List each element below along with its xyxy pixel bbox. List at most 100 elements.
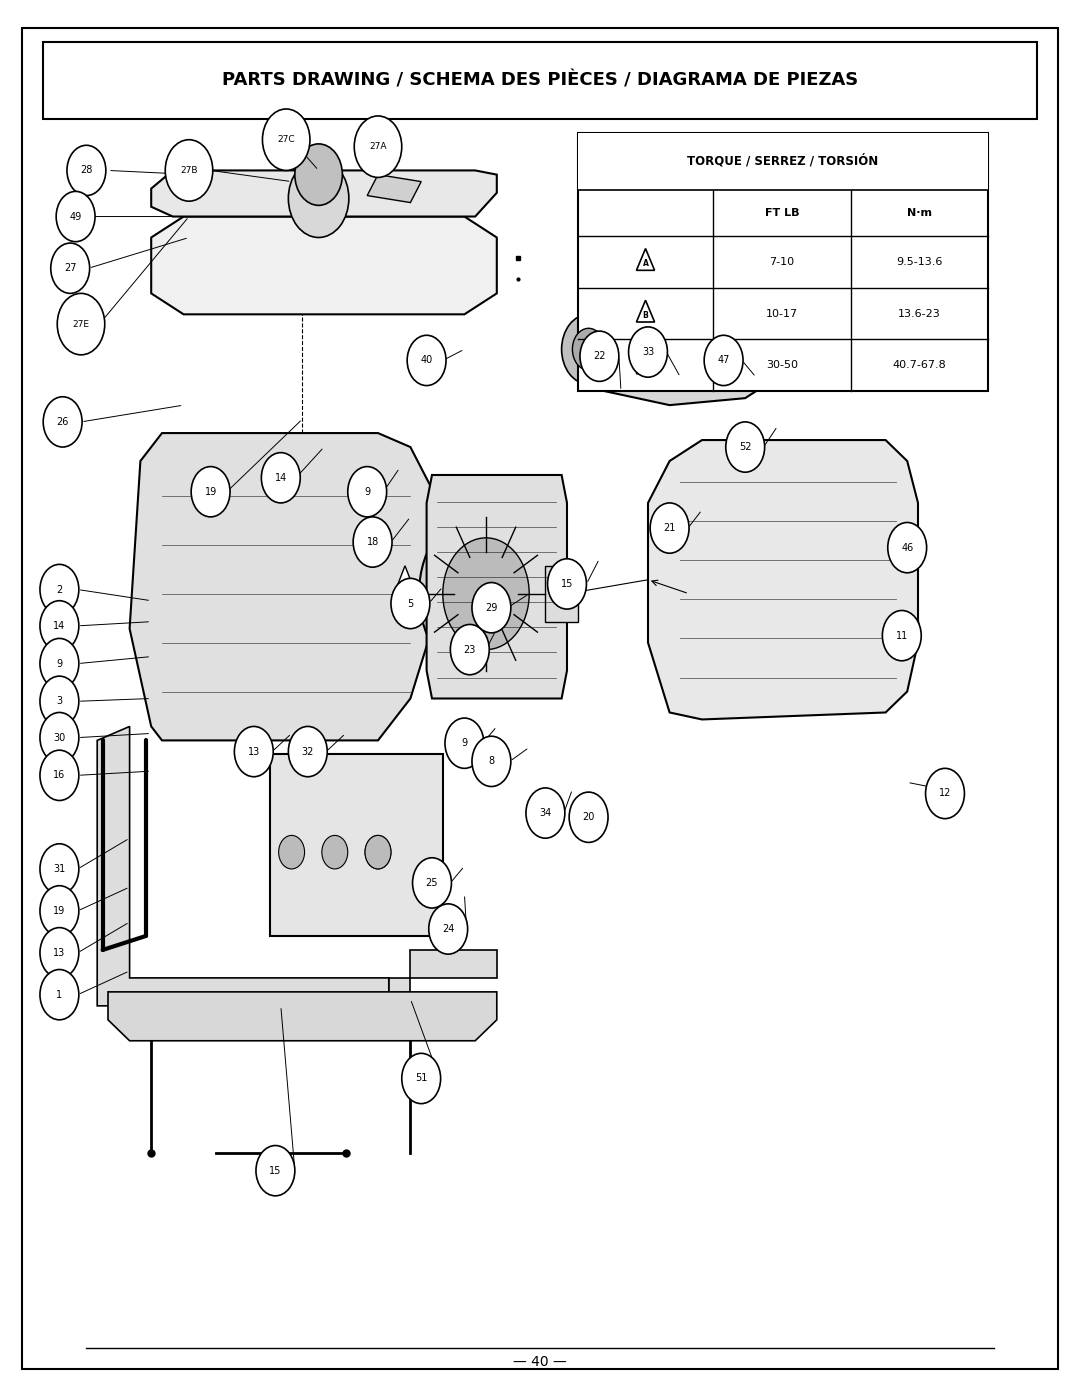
Text: 9: 9 [461, 738, 468, 749]
Polygon shape [894, 617, 916, 645]
Text: 19: 19 [53, 905, 66, 916]
Polygon shape [108, 992, 497, 1041]
Text: PARTS DRAWING / SCHEMA DES PIÈCES / DIAGRAMA DE PIEZAS: PARTS DRAWING / SCHEMA DES PIÈCES / DIAG… [221, 71, 859, 89]
Circle shape [650, 503, 689, 553]
Polygon shape [583, 300, 778, 405]
Text: 40.7-67.8: 40.7-67.8 [892, 360, 946, 370]
Circle shape [353, 517, 392, 567]
Circle shape [419, 507, 553, 680]
Circle shape [234, 726, 273, 777]
FancyBboxPatch shape [43, 42, 1037, 119]
Circle shape [365, 835, 391, 869]
Text: 32: 32 [301, 746, 314, 757]
Circle shape [882, 610, 921, 661]
Text: 21: 21 [663, 522, 676, 534]
Text: B: B [643, 310, 648, 320]
Text: 25: 25 [426, 877, 438, 888]
Text: 8: 8 [488, 756, 495, 767]
Circle shape [629, 327, 667, 377]
Circle shape [51, 243, 90, 293]
Circle shape [288, 159, 349, 237]
Text: 27E: 27E [72, 320, 90, 328]
Polygon shape [367, 175, 421, 203]
Polygon shape [636, 249, 654, 271]
Text: A: A [643, 258, 648, 268]
Circle shape [288, 726, 327, 777]
Text: 7-10: 7-10 [769, 257, 795, 267]
Circle shape [348, 467, 387, 517]
Text: 2: 2 [56, 584, 63, 595]
Text: 49: 49 [69, 211, 82, 222]
Text: 9: 9 [56, 658, 63, 669]
Text: 23: 23 [463, 644, 476, 655]
Bar [270, 754, 443, 936]
Text: 26: 26 [56, 416, 69, 427]
Circle shape [572, 328, 605, 370]
Polygon shape [648, 440, 918, 719]
Text: 15: 15 [269, 1165, 282, 1176]
Text: 27C: 27C [278, 136, 295, 144]
Text: 28: 28 [80, 165, 93, 176]
Polygon shape [636, 352, 654, 374]
Circle shape [256, 1146, 295, 1196]
Text: 3: 3 [56, 696, 63, 707]
Circle shape [429, 904, 468, 954]
Text: 24: 24 [442, 923, 455, 935]
Bar [545, 566, 578, 622]
Text: 16: 16 [53, 770, 66, 781]
Text: 13: 13 [247, 746, 260, 757]
Circle shape [40, 750, 79, 800]
Text: 5: 5 [407, 598, 414, 609]
Text: 31: 31 [53, 863, 66, 875]
Circle shape [322, 835, 348, 869]
Circle shape [443, 538, 529, 650]
Circle shape [262, 109, 310, 170]
Text: 30: 30 [53, 732, 66, 743]
Circle shape [450, 624, 489, 675]
Text: C: C [403, 581, 407, 587]
Circle shape [165, 140, 213, 201]
Text: TORQUE / SERREZ / TORSIÓN: TORQUE / SERREZ / TORSIÓN [687, 155, 879, 168]
Text: 14: 14 [53, 620, 66, 631]
Text: C: C [643, 362, 648, 372]
Text: 13.6-23: 13.6-23 [899, 309, 941, 319]
Text: 33: 33 [642, 346, 654, 358]
Text: 15: 15 [561, 578, 573, 590]
Text: 27: 27 [64, 263, 77, 274]
Text: 27A: 27A [369, 142, 387, 151]
Circle shape [472, 736, 511, 787]
Text: 34: 34 [539, 807, 552, 819]
Circle shape [391, 578, 430, 629]
Circle shape [407, 335, 446, 386]
Circle shape [56, 191, 95, 242]
Circle shape [569, 792, 608, 842]
Circle shape [926, 768, 964, 819]
Circle shape [562, 314, 616, 384]
Text: 13: 13 [53, 947, 66, 958]
Circle shape [295, 144, 342, 205]
Text: B: B [489, 759, 494, 764]
Circle shape [580, 331, 619, 381]
Circle shape [413, 858, 451, 908]
Circle shape [354, 116, 402, 177]
Circle shape [67, 145, 106, 196]
Circle shape [40, 638, 79, 689]
Circle shape [279, 835, 305, 869]
Text: FT LB: FT LB [765, 208, 799, 218]
Circle shape [704, 335, 743, 386]
Polygon shape [97, 726, 389, 1006]
Circle shape [40, 928, 79, 978]
Circle shape [888, 522, 927, 573]
Polygon shape [636, 300, 654, 321]
Circle shape [40, 886, 79, 936]
Circle shape [402, 1053, 441, 1104]
Text: 46: 46 [901, 542, 914, 553]
Circle shape [40, 844, 79, 894]
Circle shape [526, 788, 565, 838]
Polygon shape [481, 743, 502, 771]
Polygon shape [151, 217, 497, 314]
Text: 12: 12 [939, 788, 951, 799]
Circle shape [57, 293, 105, 355]
Circle shape [445, 718, 484, 768]
Text: 9: 9 [364, 486, 370, 497]
